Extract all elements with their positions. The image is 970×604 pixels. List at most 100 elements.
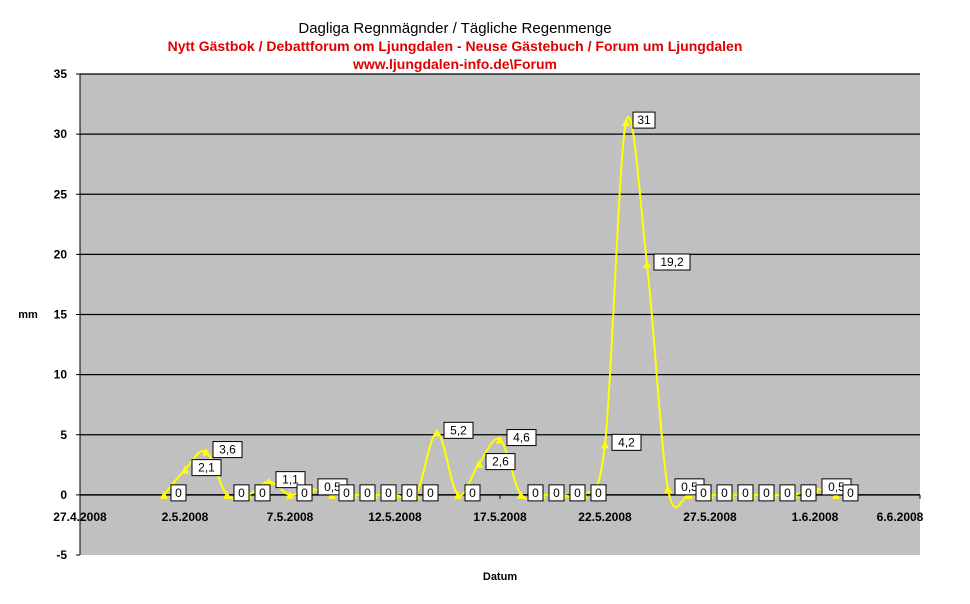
data-label: 0 — [406, 486, 413, 500]
data-label: 0 — [364, 486, 371, 500]
data-point-marker — [286, 490, 294, 499]
data-label-box — [338, 484, 355, 502]
x-tick-label: 2.5.2008 — [162, 510, 209, 524]
data-label-box — [422, 484, 439, 502]
data-label: 0 — [805, 486, 812, 500]
y-tick-label: 20 — [54, 247, 68, 261]
data-label-box — [170, 484, 187, 502]
data-label-box — [464, 484, 481, 502]
data-label-box — [779, 484, 796, 502]
data-label-box — [569, 484, 586, 502]
data-label-box — [737, 484, 754, 502]
y-tick-label: 30 — [54, 127, 68, 141]
x-tick-label: 12.5.2008 — [368, 510, 422, 524]
data-label: 0,5 — [828, 480, 845, 494]
y-axis-title: mm — [18, 309, 38, 321]
y-tick-label: 10 — [54, 368, 68, 382]
data-label: 3,6 — [219, 443, 236, 457]
data-label-box — [695, 484, 712, 502]
data-point-marker — [433, 428, 441, 437]
data-point-marker — [601, 440, 609, 449]
data-label: 0,5 — [324, 480, 341, 494]
data-label-box — [254, 484, 271, 502]
data-label: 0 — [301, 486, 308, 500]
data-label: 0 — [469, 486, 476, 500]
data-label-box — [842, 484, 859, 502]
data-point-marker — [517, 490, 525, 499]
data-point-marker — [454, 490, 462, 499]
x-tick-label: 6.6.2008 — [877, 510, 924, 524]
data-point-marker — [475, 459, 483, 468]
x-tick-label: 27.4.2008 — [53, 510, 107, 524]
x-tick-label: 1.6.2008 — [792, 510, 839, 524]
axes: -5 0 5 10 15 20 25 30 35 27.4.2008 2.5.2008 7.5.200… — [53, 67, 923, 562]
data-label: 1,1 — [282, 473, 299, 487]
data-point-marker — [265, 477, 273, 486]
data-label: 0 — [700, 486, 707, 500]
data-label-box — [401, 484, 418, 502]
chart-subtitle: Nytt Gästbok / Debattforum om Ljungdalen… — [168, 38, 743, 54]
data-label: 0 — [532, 486, 539, 500]
data-label-box — [443, 421, 474, 439]
data-label: 0 — [574, 486, 581, 500]
y-tick-label: -5 — [56, 548, 67, 562]
data-label: 0 — [553, 486, 560, 500]
data-label: 0 — [259, 486, 266, 500]
data-label: 0 — [427, 486, 434, 500]
y-tick-label: 5 — [60, 428, 67, 442]
data-point-marker — [202, 447, 210, 456]
data-point-marker — [223, 490, 231, 499]
data-label-box — [233, 484, 250, 502]
data-label-box — [548, 484, 565, 502]
data-label-box — [527, 484, 544, 502]
data-label: 0 — [847, 486, 854, 500]
data-point-marker — [496, 435, 504, 444]
data-label: 5,2 — [450, 423, 467, 437]
data-label-box — [275, 471, 306, 489]
x-axis-title: Datum — [483, 571, 517, 583]
data-point-marker — [664, 484, 672, 493]
data-label: 0 — [343, 486, 350, 500]
x-tick-label: 17.5.2008 — [473, 510, 527, 524]
data-point-marker — [643, 259, 651, 268]
data-label: 2,1 — [198, 461, 215, 475]
y-tick-label: 35 — [54, 67, 68, 81]
data-label: 0 — [721, 486, 728, 500]
y-tick-label: 25 — [54, 187, 68, 201]
data-label-box — [380, 484, 397, 502]
data-label: 4,2 — [618, 435, 635, 449]
data-label: 0 — [742, 486, 749, 500]
data-label-box — [590, 484, 607, 502]
data-label-box — [506, 429, 537, 447]
data-label: 2,6 — [492, 455, 509, 469]
data-label: 19,2 — [660, 255, 684, 269]
data-label: 0 — [385, 486, 392, 500]
data-label-box — [296, 484, 313, 502]
data-label-box — [191, 459, 222, 477]
data-label: 31 — [637, 113, 651, 127]
data-label: 0 — [238, 486, 245, 500]
data-label: 0,5 — [681, 480, 698, 494]
data-label: 4,6 — [513, 431, 530, 445]
y-tick-label: 0 — [60, 488, 67, 502]
data-label: 0 — [784, 486, 791, 500]
data-label-box — [632, 111, 656, 129]
chart-title: Dagliga Regnmägnder / Tägliche Regenmeng… — [298, 20, 611, 37]
data-labels: 02,13,60 01,10 0,5 0 0 0 0 05,202,64,60 0 0 04,231… — [170, 111, 859, 502]
data-label-box — [653, 253, 691, 271]
x-tick-label: 7.5.2008 — [267, 510, 314, 524]
data-label-box — [611, 433, 642, 451]
data-label: 0 — [763, 486, 770, 500]
chart-subtitle-url: www.ljungdalen-info.de\Forum — [352, 56, 557, 72]
data-point-marker — [160, 490, 168, 499]
data-label: 0 — [175, 486, 182, 500]
y-tick-label: 15 — [54, 308, 68, 322]
data-label-box — [485, 453, 516, 471]
data-label-box — [212, 441, 243, 459]
data-label: 0 — [595, 486, 602, 500]
data-label-box — [758, 484, 775, 502]
x-tick-label: 22.5.2008 — [578, 510, 632, 524]
gridlines — [80, 73, 920, 436]
data-label-box — [716, 484, 733, 502]
